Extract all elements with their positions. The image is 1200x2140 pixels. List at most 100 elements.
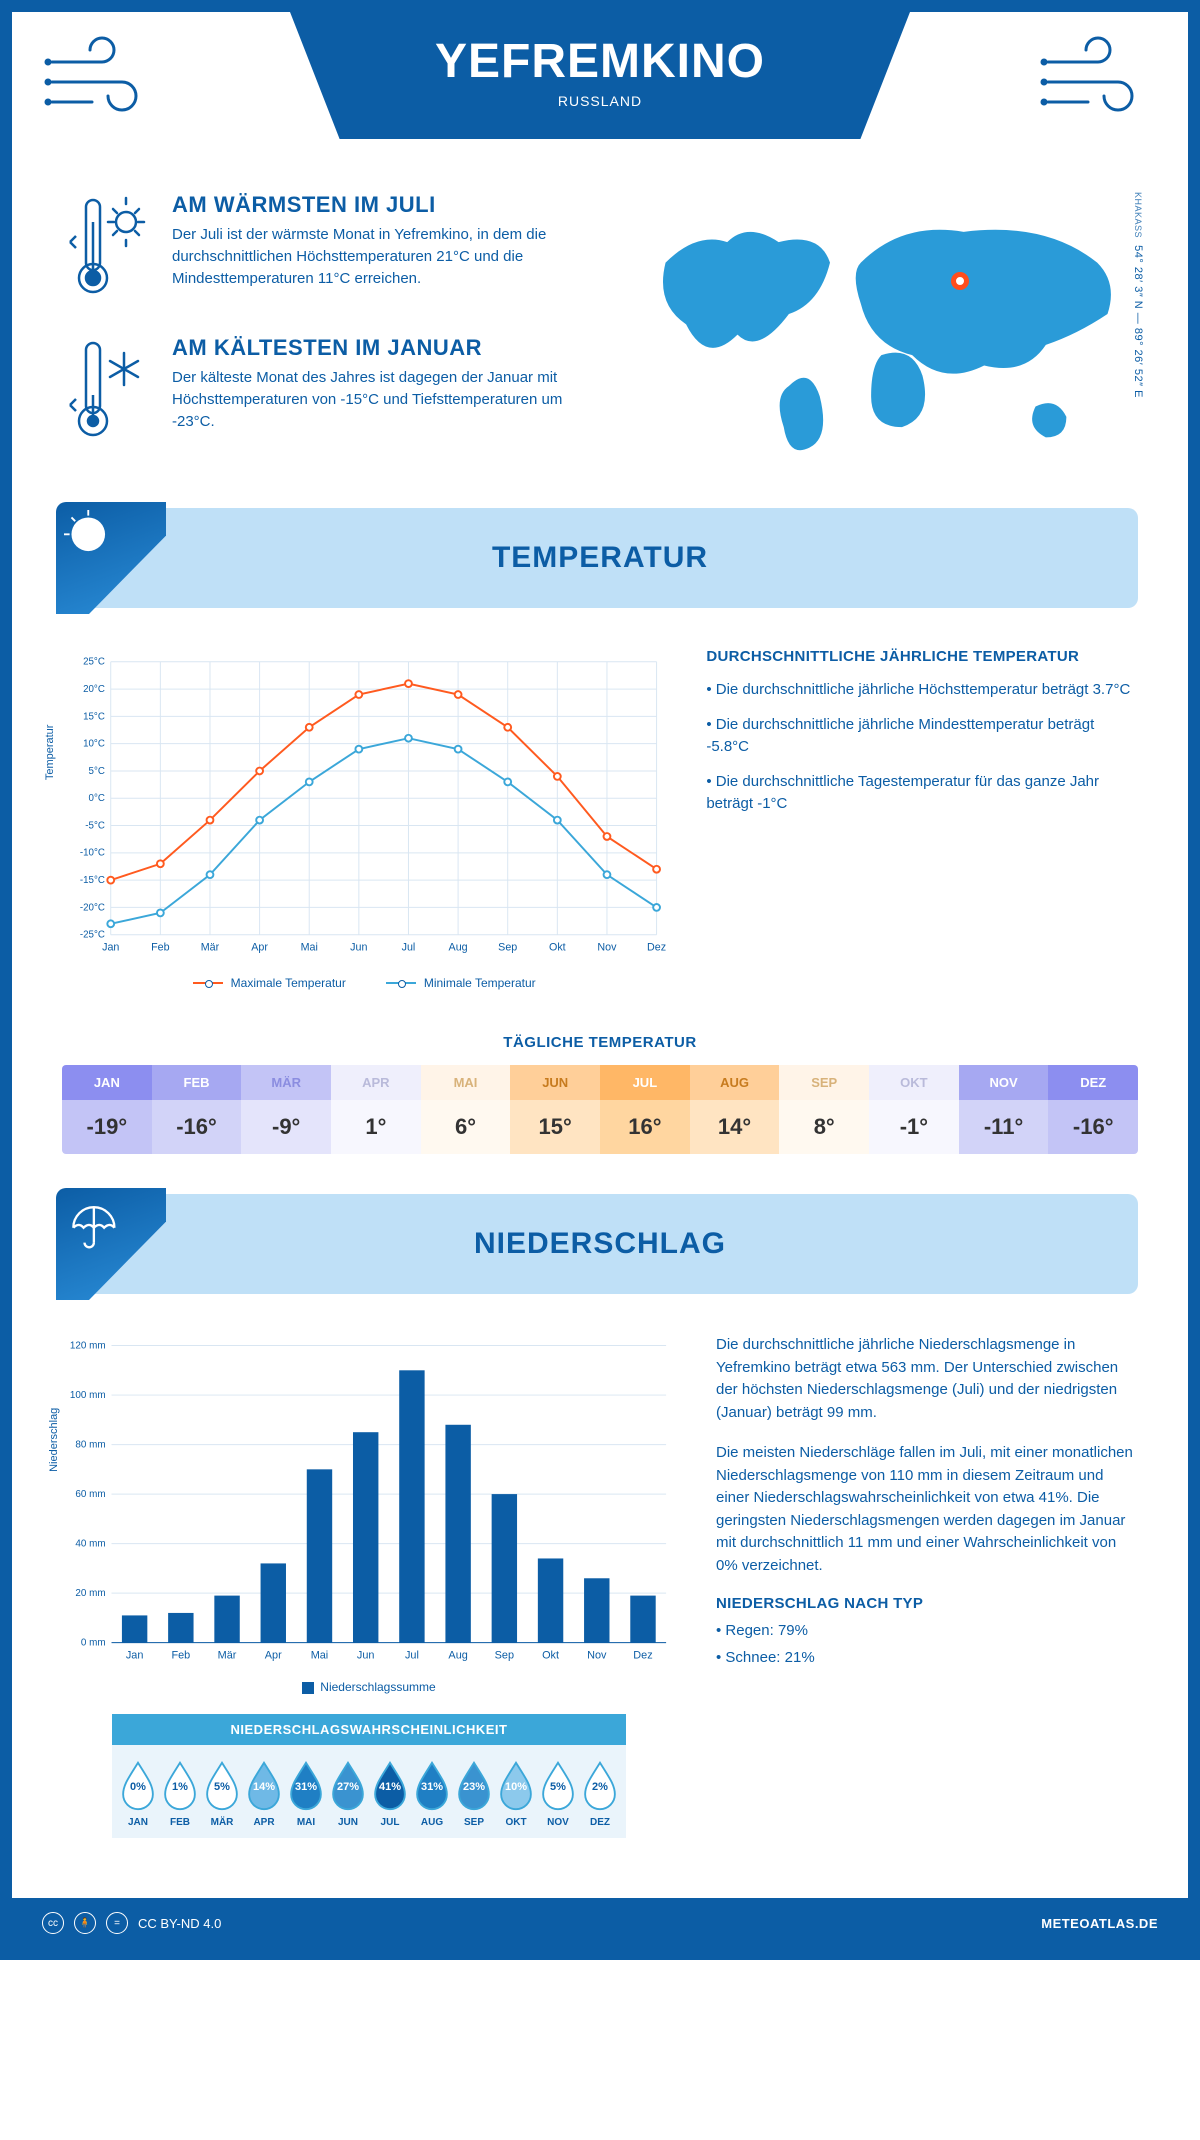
svg-text:-5°C: -5°C xyxy=(85,820,105,831)
daily-cell: MAI 6° xyxy=(421,1065,511,1154)
probability-drop: 1% FEB xyxy=(160,1759,200,1828)
site-name: METEOATLAS.DE xyxy=(1041,1916,1158,1931)
by-icon: 🧍 xyxy=(74,1912,96,1934)
probability-drop: 14% APR xyxy=(244,1759,284,1828)
svg-text:Apr: Apr xyxy=(251,941,268,953)
daily-cell: AUG 14° xyxy=(690,1065,780,1154)
section-header-precipitation: NIEDERSCHLAG xyxy=(62,1194,1138,1294)
probability-drop: 31% AUG xyxy=(412,1759,452,1828)
fact-title: AM WÄRMSTEN IM JULI xyxy=(172,192,605,218)
svg-text:Sep: Sep xyxy=(495,1649,514,1661)
svg-text:Apr: Apr xyxy=(265,1649,282,1661)
svg-text:Okt: Okt xyxy=(549,941,566,953)
temperature-line-chart: Temperatur -25°C-20°C-15°C-10°C-5°C0°C5°… xyxy=(62,648,666,968)
precipitation-bar-chart: Niederschlag 0 mm20 mm40 mm60 mm80 mm100… xyxy=(62,1334,676,1674)
fact-title: AM KÄLTESTEN IM JANUAR xyxy=(172,335,605,361)
svg-text:Mai: Mai xyxy=(311,1649,329,1661)
daily-cell: JUL 16° xyxy=(600,1065,690,1154)
svg-text:0 mm: 0 mm xyxy=(81,1638,106,1649)
nd-icon: = xyxy=(106,1912,128,1934)
svg-text:25°C: 25°C xyxy=(83,657,105,668)
daily-cell: DEZ -16° xyxy=(1048,1065,1138,1154)
daily-cell: NOV -11° xyxy=(959,1065,1049,1154)
fact-text: Der kälteste Monat des Jahres ist dagege… xyxy=(172,367,605,432)
svg-text:80 mm: 80 mm xyxy=(75,1440,105,1451)
svg-text:-15°C: -15°C xyxy=(80,875,105,886)
svg-text:60 mm: 60 mm xyxy=(75,1489,105,1500)
svg-text:Aug: Aug xyxy=(449,941,468,953)
coordinates: KHAKASS 54° 28′ 3″ N — 89° 26′ 52″ E xyxy=(1132,192,1144,398)
svg-text:Dez: Dez xyxy=(633,1649,652,1661)
svg-text:0°C: 0°C xyxy=(89,793,105,804)
precipitation-probability: NIEDERSCHLAGSWAHRSCHEINLICHKEIT 0% JAN 1… xyxy=(112,1714,626,1838)
probability-drop: 41% JUL xyxy=(370,1759,410,1828)
svg-text:Jul: Jul xyxy=(405,1649,419,1661)
thermometer-sun-icon xyxy=(62,192,152,307)
svg-text:Jan: Jan xyxy=(102,941,119,953)
probability-drop: 0% JAN xyxy=(118,1759,158,1828)
daily-cell: FEB -16° xyxy=(152,1065,242,1154)
chart-legend: Niederschlagssumme xyxy=(62,1680,676,1694)
fact-coldest: AM KÄLTESTEN IM JANUAR Der kälteste Mona… xyxy=(62,335,605,450)
daily-cell: OKT -1° xyxy=(869,1065,959,1154)
svg-text:Jan: Jan xyxy=(126,1649,144,1661)
svg-text:100 mm: 100 mm xyxy=(70,1390,106,1401)
chart-legend: Maximale Temperatur Minimale Temperatur xyxy=(62,976,666,990)
probability-drop: 5% NOV xyxy=(538,1759,578,1828)
section-title: NIEDERSCHLAG xyxy=(474,1227,726,1261)
header: YEFREMKINO RUSSLAND xyxy=(12,12,1188,192)
svg-text:Dez: Dez xyxy=(647,941,666,953)
svg-text:40 mm: 40 mm xyxy=(75,1539,105,1550)
svg-text:Sep: Sep xyxy=(498,941,517,953)
svg-text:-25°C: -25°C xyxy=(80,930,105,941)
svg-text:Jul: Jul xyxy=(402,941,416,953)
probability-drop: 23% SEP xyxy=(454,1759,494,1828)
world-map: KHAKASS 54° 28′ 3″ N — 89° 26′ 52″ E xyxy=(645,192,1138,478)
fact-text: Der Juli ist der wärmste Monat in Yefrem… xyxy=(172,224,605,289)
daily-cell: MÄR -9° xyxy=(241,1065,331,1154)
daily-cell: JUN 15° xyxy=(510,1065,600,1154)
svg-text:15°C: 15°C xyxy=(83,711,105,722)
umbrella-icon xyxy=(56,1188,166,1300)
cc-icon: cc xyxy=(42,1912,64,1934)
svg-text:Mai: Mai xyxy=(301,941,318,953)
section-title: TEMPERATUR xyxy=(492,541,708,575)
svg-text:Jun: Jun xyxy=(357,1649,375,1661)
wind-icon xyxy=(1038,32,1158,132)
svg-text:Feb: Feb xyxy=(151,941,170,953)
precipitation-summary-text: Die durchschnittliche jährliche Niedersc… xyxy=(716,1334,1138,1878)
footer: cc 🧍 = CC BY-ND 4.0 METEOATLAS.DE xyxy=(12,1898,1188,1948)
sun-icon xyxy=(56,502,166,614)
wind-icon xyxy=(42,32,162,132)
probability-drop: 27% JUN xyxy=(328,1759,368,1828)
svg-text:-10°C: -10°C xyxy=(80,848,105,859)
svg-text:Nov: Nov xyxy=(597,941,617,953)
svg-text:Aug: Aug xyxy=(448,1649,467,1661)
daily-cell: JAN -19° xyxy=(62,1065,152,1154)
license-text: CC BY-ND 4.0 xyxy=(138,1916,221,1931)
probability-drop: 2% DEZ xyxy=(580,1759,620,1828)
probability-drop: 31% MAI xyxy=(286,1759,326,1828)
svg-text:Feb: Feb xyxy=(171,1649,190,1661)
svg-text:Okt: Okt xyxy=(542,1649,559,1661)
svg-text:Mär: Mär xyxy=(218,1649,237,1661)
page-title: YEFREMKINO xyxy=(410,34,790,89)
page-subtitle: RUSSLAND xyxy=(410,93,790,109)
svg-text:20 mm: 20 mm xyxy=(75,1588,105,1599)
fact-warmest: AM WÄRMSTEN IM JULI Der Juli ist der wär… xyxy=(62,192,605,307)
svg-text:Mär: Mär xyxy=(201,941,220,953)
svg-text:5°C: 5°C xyxy=(89,766,105,777)
svg-text:120 mm: 120 mm xyxy=(70,1341,106,1352)
map-marker-icon xyxy=(951,272,969,290)
svg-text:-20°C: -20°C xyxy=(80,902,105,913)
svg-text:Jun: Jun xyxy=(350,941,367,953)
svg-text:Nov: Nov xyxy=(587,1649,607,1661)
daily-cell: SEP 8° xyxy=(779,1065,869,1154)
title-banner: YEFREMKINO RUSSLAND xyxy=(290,12,910,139)
thermometer-snow-icon xyxy=(62,335,152,450)
section-header-temperature: TEMPERATUR xyxy=(62,508,1138,608)
daily-cell: APR 1° xyxy=(331,1065,421,1154)
svg-text:10°C: 10°C xyxy=(83,739,105,750)
probability-drop: 5% MÄR xyxy=(202,1759,242,1828)
probability-drop: 10% OKT xyxy=(496,1759,536,1828)
